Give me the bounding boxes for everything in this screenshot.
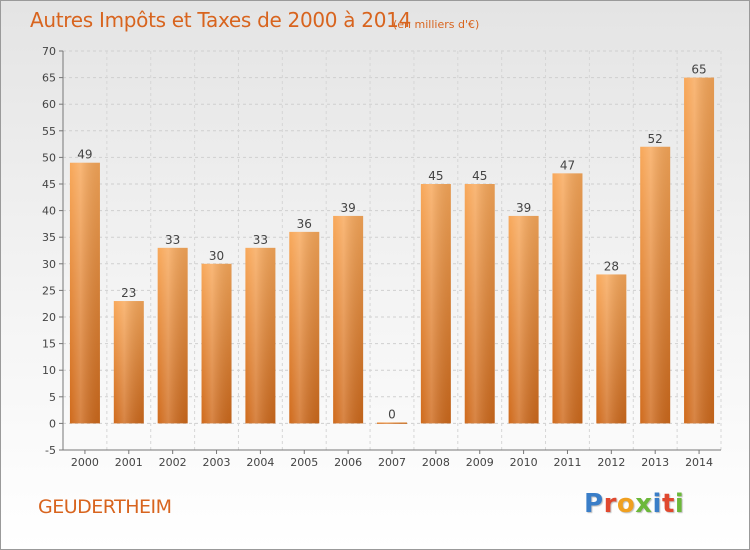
y-tick-label: 30 (42, 258, 56, 271)
bar-shine-2010 (508, 215, 539, 424)
y-tick-label: 15 (42, 338, 56, 351)
logo-letter: P (584, 489, 604, 519)
logo-letter: t (661, 489, 675, 519)
y-tick-label: 40 (42, 205, 56, 218)
x-tick-label: 2000 (71, 456, 99, 469)
data-label-2014: 65 (691, 63, 706, 77)
y-tick-label: -5 (45, 444, 56, 457)
data-label-2000: 49 (77, 148, 92, 162)
logo-letter: r (603, 489, 617, 519)
bar-shine-2000 (69, 162, 100, 424)
data-label-2004: 33 (253, 233, 268, 247)
bar-layer (69, 77, 715, 424)
data-label-2005: 36 (297, 217, 312, 231)
logo-letter: o (616, 489, 636, 519)
x-tick-label: 2010 (510, 456, 538, 469)
y-tick-label: 70 (42, 45, 56, 58)
data-label-2007: 0 (388, 407, 396, 421)
y-tick-label: 25 (42, 284, 56, 297)
commune-name: GEUDERTHEIM (38, 496, 172, 518)
x-tick-label: 2011 (553, 456, 581, 469)
y-tick-label: 50 (42, 151, 56, 164)
data-label-2012: 28 (604, 259, 619, 273)
y-tick-label: 45 (42, 178, 56, 191)
y-tick-label: 0 (49, 417, 56, 430)
logo-letter: x (635, 489, 653, 519)
y-tick-label: 5 (49, 391, 56, 404)
bar-shine-2001 (113, 301, 144, 424)
data-label-2008: 45 (428, 169, 443, 183)
x-tick-label: 2009 (466, 456, 494, 469)
data-label-2003: 30 (209, 249, 224, 263)
label-layer: 49 23 33 30 33 36 39 0 45 45 39 47 28 52 65 (77, 63, 706, 422)
data-label-2001: 23 (121, 286, 136, 300)
data-label-2013: 52 (648, 132, 663, 146)
x-tick-label: 2004 (246, 456, 274, 469)
x-tick-label: 2002 (159, 456, 187, 469)
bar-shine-2002 (157, 247, 188, 424)
y-tick-label: 65 (42, 72, 56, 85)
y-tick-label: 35 (42, 231, 56, 244)
x-tick-label: 2001 (115, 456, 143, 469)
x-tick-label: 2008 (422, 456, 450, 469)
bar-shine-2003 (201, 263, 232, 424)
x-tick-label: 2014 (685, 456, 713, 469)
data-label-2009: 45 (472, 169, 487, 183)
data-label-2011: 47 (560, 158, 575, 172)
bar-shine-2006 (333, 215, 364, 424)
chart-unit-note: (en milliers d'€) (393, 18, 480, 31)
logo-letter: i (652, 489, 662, 519)
y-tick-label: 55 (42, 125, 56, 138)
bar-shine-2005 (289, 231, 320, 424)
bar-shine-2009 (464, 184, 495, 424)
bar-shine-2007 (377, 422, 407, 424)
bar-shine-2012 (596, 274, 627, 424)
data-label-2010: 39 (516, 201, 531, 215)
axis-layer: -5 0 5 10 15 20 25 30 35 40 45 50 55 60 65 70 2000 2001 20… (42, 45, 721, 469)
logo-letter: i (674, 489, 685, 519)
bar-shine-2014 (684, 77, 715, 424)
data-label-2002: 33 (165, 233, 180, 247)
x-tick-label: 2013 (641, 456, 669, 469)
x-tick-label: 2006 (334, 456, 362, 469)
bar-shine-2008 (420, 184, 451, 424)
y-tick-label: 10 (42, 364, 56, 377)
bar-shine-2011 (552, 173, 583, 424)
data-label-2006: 39 (340, 201, 355, 215)
x-tick-label: 2007 (378, 456, 406, 469)
y-tick-label: 60 (42, 98, 56, 111)
bar-shine-2004 (245, 247, 276, 424)
y-tick-label: 20 (42, 311, 56, 324)
x-tick-label: 2003 (203, 456, 231, 469)
x-tick-label: 2012 (597, 456, 625, 469)
x-tick-label: 2005 (290, 456, 318, 469)
bar-shine-2013 (640, 146, 671, 424)
chart-title: Autres Impôts et Taxes de 2000 à 2014 (30, 8, 411, 32)
proxiti-logo: Proxiti (584, 489, 684, 519)
